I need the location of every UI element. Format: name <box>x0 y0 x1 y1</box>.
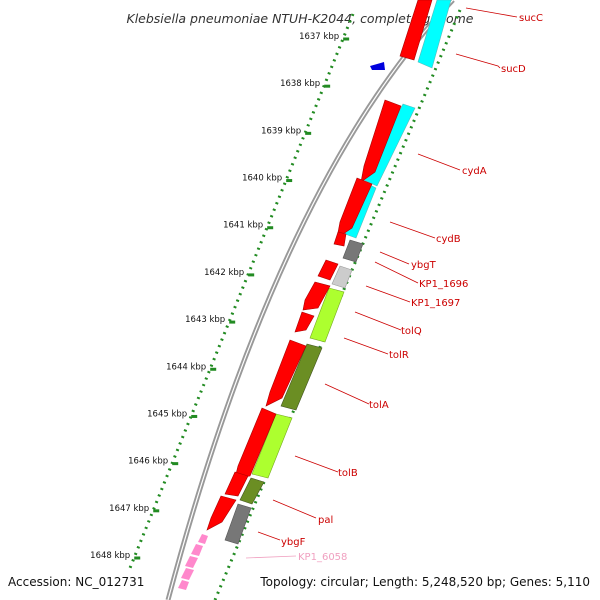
kbp-tick-label: 1648 kbp <box>90 551 130 561</box>
kbp-tick-label: 1640 kbp <box>242 174 282 184</box>
gene-label: KP1_1697 <box>411 298 460 309</box>
gene-label: KP1_1696 <box>419 279 468 290</box>
kbp-tick-label: 1646 kbp <box>128 457 168 467</box>
gene-label: KP1_6058 <box>298 552 347 563</box>
gene-label: tolQ <box>401 326 422 337</box>
gene-label: tolA <box>369 400 389 411</box>
gene-label: cydA <box>462 166 487 177</box>
kbp-tick-label: 1645 kbp <box>147 409 187 419</box>
gene-label: ybgF <box>281 537 306 548</box>
gene-label: sucD <box>501 64 526 75</box>
blue-feature <box>370 62 385 70</box>
kbp-tick-label: 1642 kbp <box>204 268 244 278</box>
kbp-tick-label: 1639 kbp <box>261 126 301 136</box>
kbp-tick-label: 1641 kbp <box>223 221 263 231</box>
kbp-tick-label: 1638 kbp <box>280 79 320 89</box>
inner-ruler <box>213 9 462 600</box>
gene-label: pal <box>318 515 333 526</box>
kbp-ruler: 1637 kbp 1638 kbp 1639 kbp 1640 kbp 1641 kbp… <box>90 13 355 569</box>
gene-label: tolB <box>338 468 358 479</box>
kbp-tick-label: 1643 kbp <box>185 315 225 325</box>
cog-band <box>224 0 452 545</box>
map-title: Klebsiella pneumoniae NTUH-K2044, comple… <box>127 11 474 26</box>
gene-label: sucC <box>519 13 543 24</box>
gene-label: cydB <box>436 234 461 245</box>
gene-label: ybgT <box>411 260 437 271</box>
gene-arrows <box>178 0 433 590</box>
topology-text: Topology: circular; Length: 5,248,520 bp… <box>259 575 590 589</box>
kbp-tick-label: 1647 kbp <box>109 504 149 514</box>
kbp-tick-label: 1644 kbp <box>166 362 206 372</box>
kbp-tick-label: 1637 kbp <box>299 32 339 42</box>
gene-labels: sucC sucD cydA cydB ybgT KP1_1696 KP1_16… <box>281 13 543 563</box>
leader-lines <box>245 7 518 559</box>
accession-text: Accession: NC_012731 <box>8 575 144 589</box>
gene-label: tolR <box>389 350 409 361</box>
